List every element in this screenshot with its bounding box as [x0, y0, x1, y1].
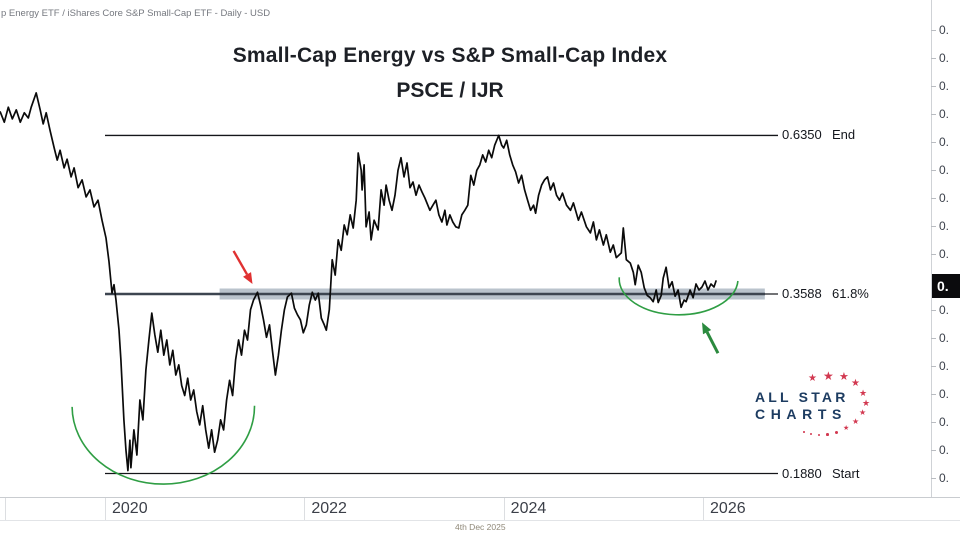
price-tick-label: 0. [939, 191, 950, 205]
green-arrow-shaft [705, 331, 720, 354]
price-axis-tick: 0. [931, 51, 960, 65]
allstarcharts-logo: ALL STAR CHARTS ★ ★ ★ ★ ★ ★ ★ ★ ★ [752, 370, 872, 442]
price-axis-tick: 0. [931, 387, 960, 401]
green-arrow-head-icon [702, 322, 712, 335]
red-arrow-head-icon [243, 272, 253, 284]
bottoming-arc-1 [71, 405, 256, 485]
time-axis-bottom-divider [0, 520, 960, 521]
tick-mark [931, 338, 936, 339]
tick-mark [931, 450, 936, 451]
star-dot-icon [810, 433, 812, 435]
chart-title: Small-Cap Energy vs S&P Small-Cap Index [232, 44, 668, 67]
tick-mark [931, 58, 936, 59]
price-tick-label: 0. [939, 135, 950, 149]
tick-mark [931, 478, 936, 479]
price-tick-label: 0. [939, 23, 950, 37]
tick-mark [931, 114, 936, 115]
price-tick-label: 0. [939, 219, 950, 233]
price-axis-tick: 0. [931, 303, 960, 317]
price-axis-tick: 0. [931, 79, 960, 93]
time-axis-divider [0, 497, 960, 498]
tick-mark [931, 86, 936, 87]
price-tick-label: 0. [939, 331, 950, 345]
logo-text-charts: CHARTS [755, 406, 847, 422]
price-tick-label: 0. [939, 163, 950, 177]
tick-mark [931, 422, 936, 423]
red-arrow-shaft [232, 250, 249, 276]
star-icon: ★ [859, 408, 867, 417]
star-icon: ★ [843, 425, 850, 432]
year-label-2022: 2022 [311, 500, 347, 517]
level-tag-label: End [832, 127, 856, 143]
tick-mark [931, 254, 936, 255]
current-price-badge: 0. [932, 274, 960, 298]
year-tick-mark [5, 498, 7, 520]
year-tick-mark [703, 498, 705, 520]
star-dot-icon [818, 434, 821, 437]
price-line[interactable] [0, 92, 717, 472]
tick-mark [931, 394, 936, 395]
price-axis-tick: 0. [931, 331, 960, 345]
year-label-2024: 2024 [510, 500, 547, 517]
price-axis-tick: 0. [931, 247, 960, 261]
tick-mark [931, 226, 936, 227]
price-axis-tick: 0. [931, 359, 960, 373]
bottoming-arc-2 [618, 277, 739, 316]
level-value-label: 0.3588 [782, 286, 822, 301]
price-tick-label: 0. [939, 79, 950, 93]
year-label-2020: 2020 [112, 500, 148, 517]
year-tick-mark [105, 498, 106, 520]
price-axis-divider [931, 0, 932, 497]
date-stamp: 4th Dec 2025 [455, 522, 506, 532]
tick-mark [931, 170, 936, 171]
price-tick-label: 0. [939, 415, 950, 429]
level-tag-label: 61.8% [832, 286, 869, 301]
star-icon: ★ [839, 371, 849, 383]
star-icon: ★ [851, 378, 860, 389]
star-icon: ★ [823, 369, 834, 383]
star-dot-icon [826, 433, 829, 436]
price-tick-label: 0. [939, 359, 950, 373]
price-tick-label: 0. [939, 471, 950, 485]
price-axis-tick: 0. [931, 219, 960, 233]
symbol-description: p Energy ETF / iShares Core S&P Small-Ca… [1, 8, 271, 19]
star-icon: ★ [852, 417, 860, 426]
price-tick-label: 0. [939, 443, 950, 457]
price-axis-tick: 0. [931, 107, 960, 121]
tick-mark [931, 30, 936, 31]
price-axis-tick: 0. [931, 163, 960, 177]
price-tick-label: 0. [939, 247, 950, 261]
logo-text-all-star: ALL STAR [755, 389, 849, 405]
price-axis-tick: 0. [931, 415, 960, 429]
chart-title-block: Small-Cap Energy vs S&P Small-Cap Index … [130, 44, 770, 103]
chart-subtitle: PSCE / IJR [396, 79, 504, 102]
year-tick-mark [304, 498, 306, 520]
price-tick-label: 0. [939, 387, 950, 401]
price-axis-tick: 0. [931, 135, 960, 149]
star-icon: ★ [859, 388, 868, 398]
price-axis-tick: 0. [931, 23, 960, 37]
level-tag-label: Start [832, 465, 860, 481]
tick-mark [931, 142, 936, 143]
level-value-label: 0.1880 [782, 465, 822, 481]
price-axis-tick: 0. [931, 191, 960, 205]
star-dot-icon [835, 431, 838, 434]
year-tick-mark [503, 498, 505, 520]
tick-mark [931, 310, 936, 311]
star-icon: ★ [808, 373, 817, 384]
price-tick-label: 0. [939, 107, 950, 121]
price-axis-tick: 0. [931, 471, 960, 485]
price-tick-label: 0. [939, 303, 950, 317]
star-icon: ★ [862, 398, 871, 408]
price-axis-tick: 0. [931, 443, 960, 457]
tick-mark [931, 198, 936, 199]
level-value-label: 0.6350 [782, 127, 822, 143]
year-label-2026: 2026 [710, 500, 746, 517]
star-dot-icon [803, 431, 805, 433]
price-tick-label: 0. [939, 51, 950, 65]
tick-mark [931, 366, 936, 367]
